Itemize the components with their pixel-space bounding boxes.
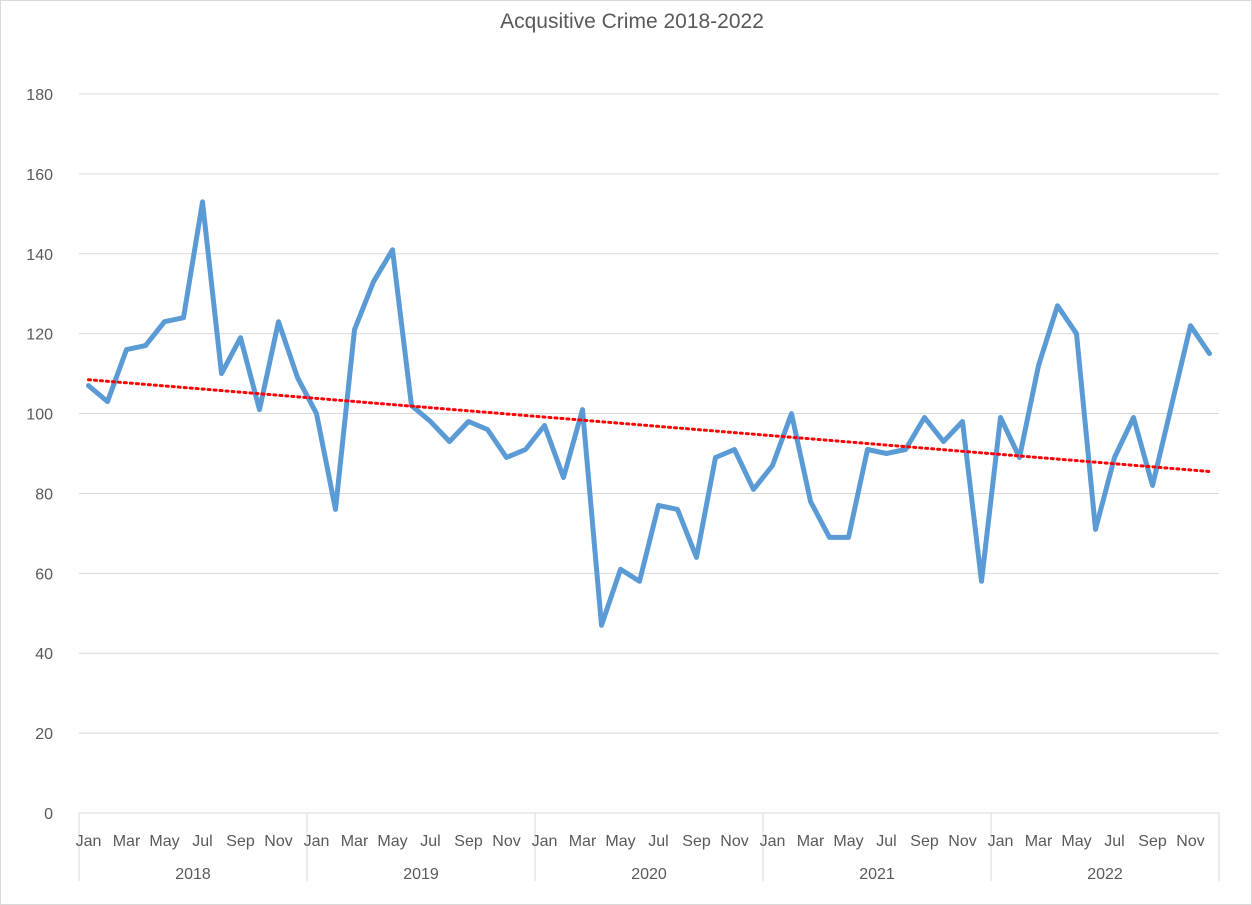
- y-tick-label: 60: [35, 566, 53, 583]
- year-label: 2021: [859, 866, 895, 883]
- y-tick-label: 140: [26, 247, 53, 264]
- y-tick-label: 0: [44, 806, 53, 823]
- x-tick-label: Sep: [454, 833, 483, 850]
- x-tick-label: Mar: [341, 833, 369, 850]
- x-tick-label: Mar: [569, 833, 597, 850]
- x-tick-label: May: [377, 833, 407, 850]
- y-tick-label: 120: [26, 327, 53, 344]
- y-tick-label: 40: [35, 646, 53, 663]
- gridlines: [79, 93, 1219, 734]
- x-tick-label: Jan: [304, 833, 330, 850]
- x-tick-label: Jul: [1104, 833, 1124, 850]
- x-tick-label: May: [605, 833, 635, 850]
- y-axis-ticks: 0 20 40 60 80 100 120 140 160 180: [26, 87, 53, 823]
- trendline: [87, 378, 1211, 474]
- x-tick-label: Nov: [1176, 833, 1204, 850]
- x-tick-label: Jan: [988, 833, 1014, 850]
- series-layer: [86, 199, 1212, 628]
- x-tick-label: Mar: [797, 833, 825, 850]
- y-tick-label: 180: [26, 87, 53, 104]
- x-axis: Jan Mar May Jul Sep Nov Jan Mar May Jul Sep Nov Jan M…: [76, 812, 1220, 883]
- x-tick-label: May: [833, 833, 863, 850]
- x-tick-label: Jul: [192, 833, 212, 850]
- x-tick-label: Jan: [76, 833, 102, 850]
- x-tick-label: Jul: [420, 833, 440, 850]
- year-label: 2019: [403, 866, 439, 883]
- x-tick-label: Jul: [876, 833, 896, 850]
- x-tick-label: May: [1061, 833, 1091, 850]
- year-label: 2022: [1087, 866, 1123, 883]
- x-tick-label: Nov: [948, 833, 976, 850]
- x-tick-label: May: [149, 833, 179, 850]
- x-tick-label: Nov: [264, 833, 292, 850]
- x-tick-label: Sep: [910, 833, 939, 850]
- y-tick-label: 20: [35, 726, 53, 743]
- x-tick-label: Nov: [492, 833, 520, 850]
- y-tick-label: 80: [35, 486, 53, 503]
- y-tick-label: 160: [26, 167, 53, 184]
- series-line: [86, 199, 1212, 628]
- x-tick-label: Sep: [226, 833, 255, 850]
- year-label: 2020: [631, 866, 667, 883]
- x-tick-label: Sep: [682, 833, 711, 850]
- x-tick-label: Jan: [760, 833, 786, 850]
- y-tick-label: 100: [26, 407, 53, 424]
- year-label: 2018: [175, 866, 211, 883]
- x-tick-label: Sep: [1138, 833, 1167, 850]
- trendline-layer: [87, 378, 1211, 474]
- x-tick-label: Mar: [1025, 833, 1053, 850]
- x-tick-label: Jan: [532, 833, 558, 850]
- x-tick-label: Mar: [113, 833, 141, 850]
- x-tick-label: Jul: [648, 833, 668, 850]
- chart-title: Acqusitive Crime 2018-2022: [500, 10, 764, 33]
- x-tick-label: Nov: [720, 833, 748, 850]
